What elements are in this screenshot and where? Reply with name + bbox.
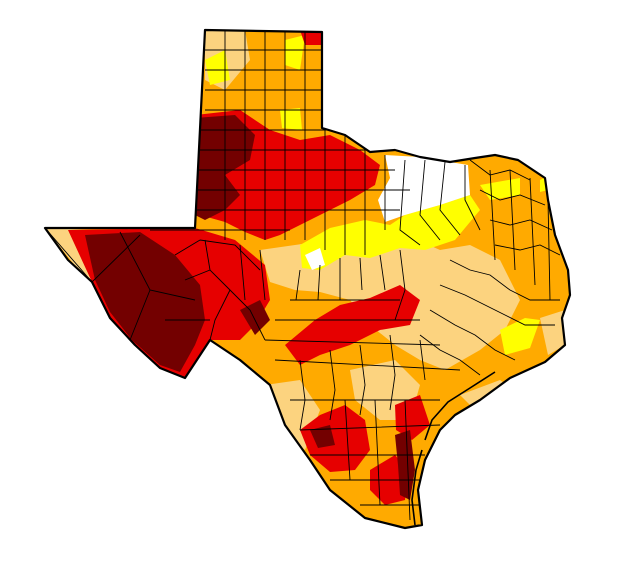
county-lines [45,30,561,521]
gulf-barrier-islands [411,371,496,526]
no-drought-areas [305,155,470,270]
